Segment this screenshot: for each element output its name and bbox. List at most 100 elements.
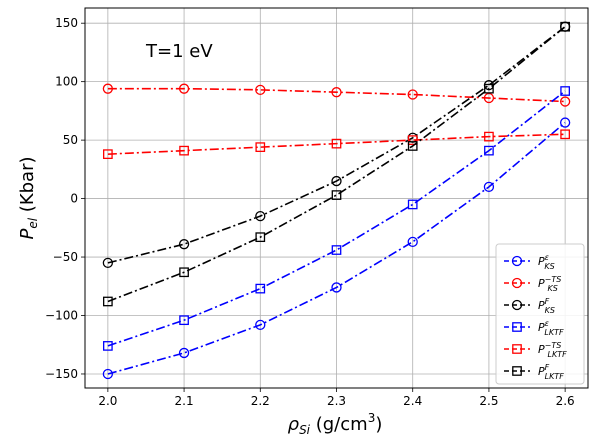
temperature-annotation: T=1 eV <box>145 41 213 62</box>
series-3-point <box>331 175 342 187</box>
legend-label: PF LKTF <box>538 363 564 381</box>
legend-entry-4: Pε LKTF <box>504 319 564 337</box>
series-2-point <box>255 84 266 95</box>
series-6-line <box>107 26 566 303</box>
series-5-point <box>179 145 189 156</box>
series-4-point <box>103 341 113 351</box>
series-5-line <box>107 133 566 155</box>
legend-label-base: P <box>538 299 545 312</box>
legend-label: P−TS LKTF <box>538 341 567 359</box>
series-1-point <box>102 368 114 380</box>
series-5-point <box>103 149 113 160</box>
series-1-point <box>331 282 342 293</box>
y-tick-label: −100 <box>45 309 78 323</box>
legend-swatch-marker <box>512 366 522 376</box>
series-5 <box>103 129 570 160</box>
series-6 <box>103 21 570 307</box>
series-1-point <box>559 117 571 128</box>
series-2-point <box>102 83 114 94</box>
y-tick-label: 50 <box>63 133 78 147</box>
x-axis-label-unit: (g/cm <box>310 414 368 435</box>
series-1-point <box>178 347 190 359</box>
legend-label-sup: F <box>545 297 550 306</box>
series-5-point <box>331 138 342 149</box>
legend-entry-1: Pε KS <box>504 253 555 271</box>
series-5-point <box>407 135 418 145</box>
series-2-point <box>483 92 495 104</box>
series-4-point <box>255 283 266 294</box>
legend-label-sup: −TS <box>545 341 562 350</box>
x-tick-label: 2.3 <box>327 394 346 408</box>
x-axis-label-sub: Si <box>299 423 311 437</box>
series-4 <box>103 86 570 351</box>
series-6-point <box>331 190 342 200</box>
series-4-point <box>179 315 189 326</box>
series-2-point <box>178 83 190 94</box>
legend-label-sub: KS <box>545 306 555 315</box>
series-4-point <box>560 86 570 96</box>
legend-label-base: P <box>538 343 545 356</box>
legend-entry-5: P−TS LKTF <box>504 341 567 359</box>
legend-label-sub: KS <box>548 284 558 293</box>
legend-entry-6: PF LKTF <box>504 363 564 381</box>
legend-label: Pε KS <box>538 253 555 271</box>
legend-label-sub: LKTF <box>545 372 565 381</box>
legend-swatch-marker <box>512 344 522 354</box>
x-axis-label-close: ) <box>375 414 382 435</box>
x-tick-label: 2.1 <box>175 394 194 408</box>
legend-label-sup: −TS <box>545 275 562 284</box>
x-tick-label: 2.0 <box>98 394 117 408</box>
series-layer <box>102 21 571 380</box>
series-5-point <box>560 129 570 140</box>
series-2-point <box>331 87 342 98</box>
legend-label: P−TS KS <box>538 275 561 293</box>
series-4-point <box>484 145 494 156</box>
series-6-point <box>560 21 570 32</box>
legend-label-base: P <box>538 365 545 378</box>
legend-swatch-marker <box>512 322 522 332</box>
y-axis-label: Pel (Kbar) <box>17 156 40 239</box>
x-tick-label: 2.2 <box>251 394 270 408</box>
legend-label-base: P <box>538 255 545 268</box>
y-axis-label-sub: el <box>26 217 40 228</box>
series-5-point <box>255 142 266 152</box>
y-tick-label: −150 <box>45 367 78 381</box>
legend-entry-3: PF KS <box>504 297 555 315</box>
series-3-point <box>178 239 190 250</box>
series-1-point <box>483 181 495 193</box>
series-3-point <box>102 257 114 269</box>
series-4-line <box>107 90 566 347</box>
legend-label-sub: KS <box>544 262 554 271</box>
series-6-point <box>103 296 113 307</box>
y-tick-label: 150 <box>55 16 78 30</box>
series-6-point <box>255 232 266 243</box>
legend-label-sup: ε <box>545 253 550 262</box>
series-2-point <box>559 96 571 107</box>
series-3-line <box>107 26 566 264</box>
series-1-point <box>255 319 266 331</box>
legend-label-sub: LKTF <box>548 350 568 359</box>
series-2-point <box>407 89 418 100</box>
y-axis-label-unit: (Kbar) <box>17 156 38 217</box>
series-2-line <box>107 87 566 103</box>
legend-label: PF KS <box>538 297 555 315</box>
legend-label-base: P <box>538 321 545 334</box>
series-6-point <box>407 141 418 151</box>
x-tick-label: 2.4 <box>403 394 422 408</box>
series-6-point <box>484 83 494 94</box>
legend-entry-2: P−TS KS <box>504 275 561 293</box>
series-5-point <box>484 131 494 142</box>
legend-label-base: P <box>538 277 545 290</box>
legend-label-sup: ε <box>545 319 550 328</box>
series-6-point <box>179 267 189 278</box>
legend-swatch-marker <box>511 255 523 267</box>
y-axis-label-base: P <box>17 229 38 240</box>
axis-ticks: 2.0 2.1 2.2 2.3 2.4 2.5 2.6 −150 −100 −50 0 50 100 15… <box>45 16 575 408</box>
legend-label: Pε LKTF <box>538 319 564 337</box>
series-1-line <box>107 121 566 375</box>
y-tick-label: −50 <box>53 250 78 264</box>
y-tick-label: 0 <box>70 192 78 206</box>
x-tick-label: 2.6 <box>556 394 575 408</box>
